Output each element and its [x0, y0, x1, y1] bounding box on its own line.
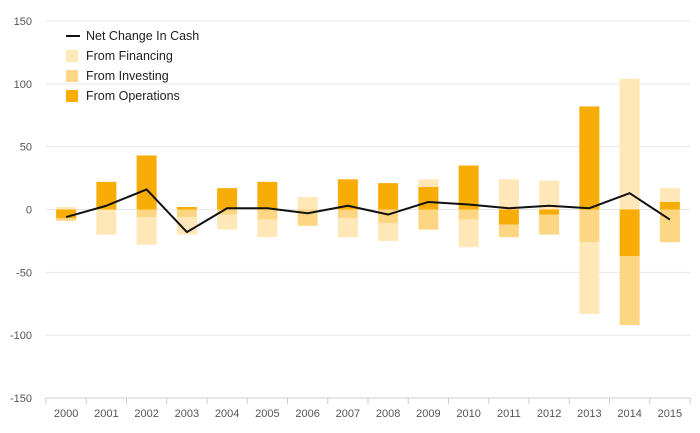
- bar-from-operations[interactable]: [56, 209, 77, 219]
- bar-from-financing[interactable]: [458, 219, 479, 248]
- bar-from-financing[interactable]: [297, 196, 318, 210]
- bar-from-operations[interactable]: [96, 181, 117, 210]
- bar-from-financing[interactable]: [659, 188, 680, 202]
- bar-from-financing[interactable]: [418, 179, 439, 187]
- bars: [56, 78, 680, 326]
- x-tick-label: 2003: [175, 408, 199, 420]
- bar-from-investing[interactable]: [217, 209, 238, 215]
- bar-from-financing[interactable]: [136, 217, 157, 245]
- bar-from-financing[interactable]: [498, 179, 519, 210]
- bar-from-financing[interactable]: [217, 214, 238, 230]
- x-tick-label: 2007: [336, 408, 360, 420]
- x-tick-label: 2009: [416, 408, 440, 420]
- bar-from-operations[interactable]: [337, 179, 358, 210]
- x-axis: 2000 2001 2002 2003 2004 2005 2006 2007 2008 2009…: [45, 397, 691, 420]
- x-tick-label: 2010: [456, 408, 480, 420]
- y-tick-label: 50: [20, 142, 32, 154]
- x-tick-label: 2014: [617, 408, 641, 420]
- net-change-line-path[interactable]: [65, 188, 671, 234]
- bar-from-operations[interactable]: [136, 155, 157, 210]
- x-tick-label: 2006: [295, 408, 319, 420]
- bar-from-investing[interactable]: [337, 209, 358, 219]
- x-tick-label: 2011: [497, 408, 521, 420]
- bar-from-investing[interactable]: [498, 224, 519, 238]
- bar-from-investing[interactable]: [257, 209, 278, 220]
- bar-from-operations[interactable]: [619, 209, 640, 256]
- x-tick-label: 2008: [376, 408, 400, 420]
- x-tick-label: 2013: [577, 408, 601, 420]
- legend-item-from-investing[interactable]: From Investing: [66, 69, 169, 83]
- bar-from-financing[interactable]: [378, 223, 399, 241]
- y-tick-label: -150: [10, 393, 32, 405]
- net-change-line: [65, 188, 671, 234]
- legend-swatch: [66, 90, 78, 102]
- bar-from-financing[interactable]: [619, 78, 640, 210]
- x-tick-label: 2002: [134, 408, 158, 420]
- y-tick-label: 100: [14, 79, 32, 91]
- legend-label: From Operations: [86, 89, 180, 103]
- legend[interactable]: Net Change In Cash From Financing From Inv…: [66, 29, 199, 103]
- bar-from-investing[interactable]: [579, 209, 600, 243]
- bar-from-operations[interactable]: [257, 181, 278, 210]
- legend-label: Net Change In Cash: [86, 29, 199, 43]
- bar-from-operations[interactable]: [458, 165, 479, 210]
- x-tick-label: 2015: [658, 408, 682, 420]
- legend-swatch: [66, 50, 78, 62]
- y-tick-label: -100: [10, 330, 32, 342]
- legend-item-net-change-in-cash[interactable]: Net Change In Cash: [66, 29, 199, 43]
- bar-from-investing[interactable]: [176, 209, 197, 218]
- y-tick-label: -50: [16, 267, 32, 279]
- bar-from-operations[interactable]: [579, 106, 600, 210]
- x-tick-label: 2001: [94, 408, 118, 420]
- y-tick-label: 150: [14, 16, 32, 28]
- x-tick-label: 2005: [255, 408, 279, 420]
- bar-from-financing[interactable]: [337, 218, 358, 238]
- legend-label: From Financing: [86, 49, 173, 63]
- bar-from-operations[interactable]: [498, 209, 519, 225]
- bar-from-operations[interactable]: [539, 209, 560, 215]
- bar-from-financing[interactable]: [539, 180, 560, 210]
- y-axis: -150 -100 -50 0 50 100 150: [10, 16, 32, 405]
- x-tick-label: 2004: [215, 408, 239, 420]
- legend-swatch: [66, 70, 78, 82]
- y-tick-label: 0: [26, 205, 32, 217]
- bar-from-investing[interactable]: [539, 214, 560, 235]
- bar-from-operations[interactable]: [176, 206, 197, 210]
- legend-item-from-operations[interactable]: From Operations: [66, 89, 180, 103]
- bar-from-investing[interactable]: [659, 209, 680, 243]
- bar-from-investing[interactable]: [56, 218, 77, 221]
- bar-from-investing[interactable]: [418, 209, 439, 230]
- legend-item-from-financing[interactable]: From Financing: [66, 49, 173, 63]
- bar-from-investing[interactable]: [136, 209, 157, 218]
- bar-from-financing[interactable]: [579, 242, 600, 314]
- legend-label: From Investing: [86, 69, 169, 83]
- bar-from-operations[interactable]: [418, 186, 439, 210]
- x-tick-label: 2000: [54, 408, 78, 420]
- bar-from-operations[interactable]: [217, 188, 238, 210]
- bar-from-financing[interactable]: [96, 209, 117, 235]
- x-tick-label: 2012: [537, 408, 561, 420]
- bar-from-financing[interactable]: [257, 219, 278, 238]
- bar-from-operations[interactable]: [659, 201, 680, 210]
- bar-from-investing[interactable]: [458, 209, 479, 220]
- bar-from-investing[interactable]: [619, 255, 640, 326]
- bar-from-financing[interactable]: [56, 206, 77, 210]
- bar-from-operations[interactable]: [378, 183, 399, 210]
